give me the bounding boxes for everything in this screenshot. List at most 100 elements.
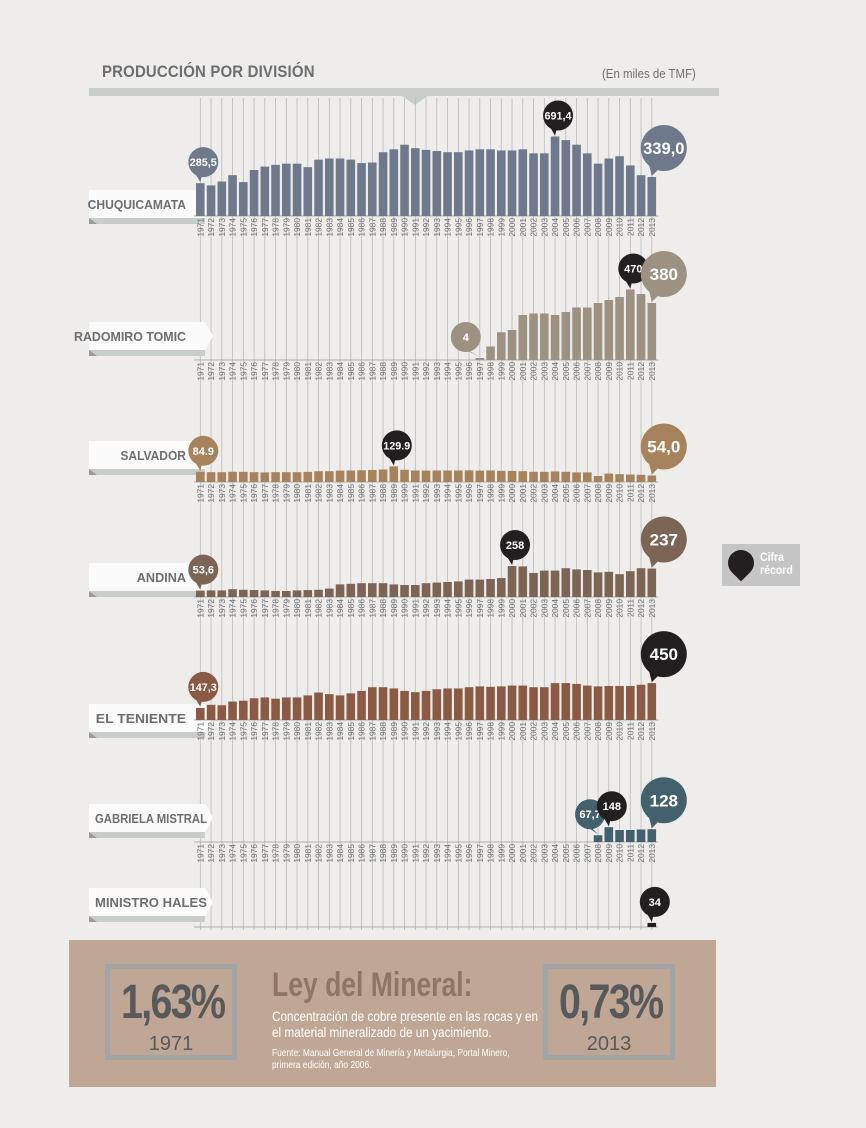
- tab-bg: [89, 804, 213, 832]
- year-tick-label: 1978: [271, 218, 281, 237]
- data-label: 129.9: [383, 440, 410, 452]
- year-tick-label: 2005: [561, 362, 571, 381]
- year-tick-label: 2005: [561, 484, 571, 503]
- bar: [400, 144, 409, 216]
- year-tick-label: 1991: [410, 484, 420, 503]
- bar: [432, 582, 442, 597]
- bar: [260, 166, 270, 216]
- year-tick-label: 1992: [421, 484, 431, 503]
- tab-shadow: [89, 591, 205, 597]
- year-tick-label: 2011: [625, 599, 635, 617]
- bar: [217, 181, 227, 216]
- legend-label-line2: récord: [760, 563, 793, 577]
- year-tick-label: 2008: [593, 844, 603, 863]
- bar: [626, 165, 635, 216]
- bar: [217, 705, 227, 720]
- year-tick-label: 2009: [604, 362, 614, 381]
- bar: [314, 159, 323, 216]
- year-tick-label: 2003: [539, 484, 549, 503]
- callout-bubble: [640, 423, 687, 470]
- year-tick-label: 1992: [421, 722, 431, 741]
- grade-year-2013: 2013: [586, 1033, 632, 1055]
- bar: [518, 471, 528, 482]
- bar: [540, 687, 549, 720]
- year-tick-label: 1996: [464, 484, 474, 503]
- year-tick-label: 2011: [625, 844, 635, 862]
- year-tick-label: 1988: [378, 722, 388, 741]
- bar: [561, 568, 571, 597]
- grade-year-1971: 1971: [148, 1033, 194, 1055]
- year-tick-label: 2006: [572, 844, 582, 863]
- year-tick-label: 2001: [518, 599, 528, 618]
- year-tick-label: 1974: [228, 722, 238, 741]
- bar: [271, 591, 280, 597]
- bar: [432, 151, 442, 216]
- year-tick-label: 1973: [217, 844, 227, 863]
- year-axis: 1971 1972 1973 1974 1975 1976 1977 1978 1979 1980…: [195, 722, 657, 741]
- year-tick-label: 1986: [357, 218, 367, 237]
- year-tick-label: 1972: [206, 599, 216, 618]
- year-tick-label: 1995: [453, 844, 463, 863]
- bar: [303, 590, 313, 597]
- year-tick-label: 1980: [292, 484, 302, 503]
- year-tick-label: 2012: [636, 722, 646, 741]
- callout-pointer: [579, 821, 599, 835]
- callout-bubble: [618, 253, 649, 284]
- bar: [228, 701, 237, 720]
- year-tick-label: 1977: [260, 362, 270, 381]
- tab-shadow: [89, 469, 205, 475]
- grade-value-1971: 1,63%: [120, 976, 226, 1029]
- year-tick-label: 2008: [593, 218, 603, 237]
- bar: [561, 312, 571, 360]
- record-callout: 148: [596, 791, 627, 827]
- year-tick-label: 2002: [529, 844, 539, 863]
- end-value-callout: 237: [640, 516, 687, 568]
- year-tick-label: 1981: [303, 362, 313, 381]
- bar: [464, 470, 474, 482]
- bar: [260, 472, 270, 482]
- bar: [454, 152, 463, 216]
- bar: [421, 690, 431, 720]
- year-tick-label: 2011: [625, 722, 635, 740]
- bar: [206, 185, 216, 216]
- start-value-callout: 84.9: [188, 435, 219, 471]
- year-tick-label: 1989: [389, 362, 399, 381]
- year-tick-label: 1990: [400, 362, 410, 381]
- bar: [561, 140, 571, 216]
- year-tick-label: 1976: [249, 599, 259, 618]
- tab-shadow: [89, 916, 205, 922]
- bar: [411, 692, 420, 720]
- bar: [443, 470, 452, 482]
- callout-bubble: [188, 554, 219, 585]
- year-tick-label: 1973: [217, 362, 227, 381]
- year-tick-label: 1993: [432, 218, 442, 237]
- year-tick-label: 1976: [249, 362, 259, 381]
- bar: [260, 590, 270, 597]
- year-tick-label: 1991: [410, 599, 420, 618]
- record-callout: 470: [618, 253, 649, 289]
- year-tick-label: 2013: [647, 218, 657, 237]
- bar: [583, 472, 592, 482]
- year-tick-label: 2007: [582, 218, 592, 237]
- tab-corner: [89, 218, 97, 224]
- bar: [292, 697, 302, 720]
- bar: [260, 697, 270, 720]
- callout-pointer: [622, 276, 633, 289]
- year-tick-label: 2012: [636, 844, 646, 863]
- year-tick-label: 1993: [432, 362, 442, 381]
- bar: [626, 685, 635, 720]
- year-tick-label: 1975: [238, 362, 248, 381]
- bar: [239, 182, 248, 216]
- data-label: 691,4: [545, 110, 573, 122]
- data-label: 53,6: [193, 565, 214, 577]
- bar: [335, 470, 345, 482]
- year-tick-label: 2001: [518, 722, 528, 741]
- bar: [389, 688, 399, 720]
- callout-bubble: [640, 777, 687, 824]
- year-tick-label: 2013: [647, 722, 657, 741]
- callout-pointer: [647, 811, 663, 829]
- grid-lines: [199, 98, 653, 930]
- bar: [389, 584, 399, 597]
- year-tick-label: 2007: [582, 844, 592, 863]
- bar: [271, 164, 280, 216]
